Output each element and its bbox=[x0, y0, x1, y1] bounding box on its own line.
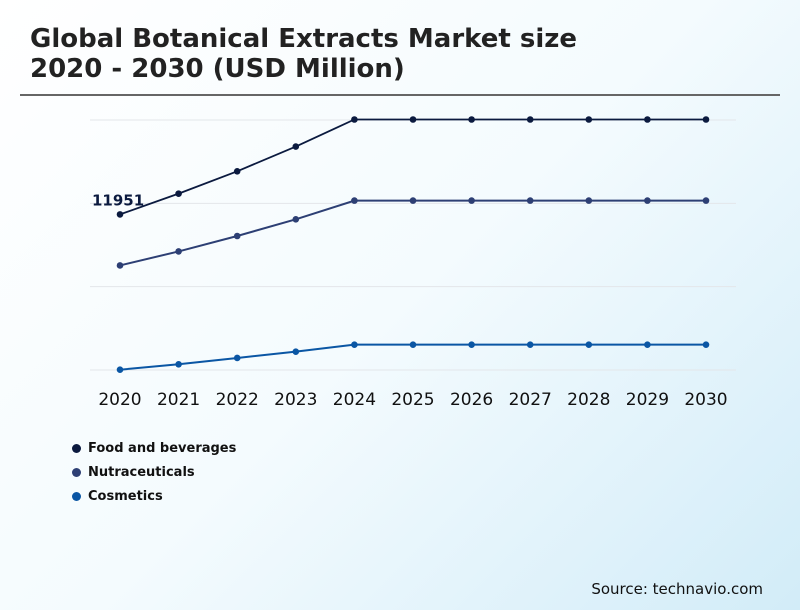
x-tick-label: 2021 bbox=[157, 390, 200, 410]
data-point bbox=[351, 341, 358, 348]
legend-item: Cosmetics bbox=[72, 484, 236, 508]
data-label: 11951 bbox=[92, 191, 144, 209]
data-point bbox=[116, 211, 124, 218]
x-tick-label: 2029 bbox=[626, 390, 669, 410]
title-line-2: 2020 - 2030 (USD Million) bbox=[30, 54, 405, 84]
data-point bbox=[409, 341, 417, 348]
data-point bbox=[585, 116, 593, 123]
data-point bbox=[526, 116, 534, 123]
data-point bbox=[351, 197, 358, 204]
data-point bbox=[292, 348, 300, 355]
x-tick-label: 2027 bbox=[509, 390, 552, 410]
data-point bbox=[175, 248, 182, 255]
legend-item: Nutraceuticals bbox=[72, 460, 236, 484]
data-point bbox=[292, 143, 300, 150]
data-point bbox=[233, 354, 241, 362]
data-point bbox=[233, 168, 241, 175]
data-point bbox=[233, 232, 241, 240]
data-point bbox=[116, 366, 124, 374]
legend-marker bbox=[72, 443, 81, 453]
data-point bbox=[644, 116, 651, 123]
title-divider bbox=[20, 94, 780, 96]
data-point bbox=[644, 341, 651, 348]
data-point bbox=[175, 360, 182, 368]
x-tick-label: 2024 bbox=[333, 390, 376, 410]
legend-label: Cosmetics bbox=[88, 488, 163, 504]
data-point bbox=[351, 116, 358, 123]
data-point bbox=[585, 197, 593, 204]
data-point bbox=[702, 341, 710, 348]
data-point bbox=[585, 341, 593, 348]
x-tick-label: 2030 bbox=[684, 390, 727, 410]
x-tick-label: 2028 bbox=[567, 390, 610, 410]
data-point bbox=[468, 197, 475, 204]
data-point bbox=[292, 216, 300, 223]
chart-title: Global Botanical Extracts Market size 202… bbox=[30, 24, 577, 84]
source-text: Source: technavio.com bbox=[591, 580, 763, 598]
data-point bbox=[644, 197, 651, 204]
x-tick-label: 2026 bbox=[450, 390, 493, 410]
data-point bbox=[526, 197, 534, 204]
data-point bbox=[468, 341, 475, 348]
data-point bbox=[468, 116, 475, 123]
series-line bbox=[119, 199, 706, 267]
data-point bbox=[526, 341, 534, 348]
data-point bbox=[409, 197, 417, 204]
data-point bbox=[702, 116, 710, 123]
data-point bbox=[409, 116, 417, 123]
x-tick-label: 2023 bbox=[274, 390, 317, 410]
series-line bbox=[119, 343, 706, 371]
legend-label: Nutraceuticals bbox=[88, 464, 195, 480]
data-point bbox=[116, 262, 124, 269]
legend-label: Food and beverages bbox=[88, 440, 237, 456]
legend-item: Food and beverages bbox=[72, 436, 236, 460]
legend-marker bbox=[72, 491, 81, 501]
legend: Food and beverages Nutraceuticals Cosmetic… bbox=[72, 436, 236, 508]
x-tick-label: 2025 bbox=[391, 390, 434, 410]
x-tick-label: 2022 bbox=[216, 390, 259, 410]
data-point bbox=[175, 190, 182, 197]
legend-marker bbox=[72, 467, 81, 477]
title-line-1: Global Botanical Extracts Market size bbox=[30, 24, 578, 54]
data-point bbox=[702, 197, 710, 204]
x-tick-label: 2020 bbox=[98, 390, 141, 410]
